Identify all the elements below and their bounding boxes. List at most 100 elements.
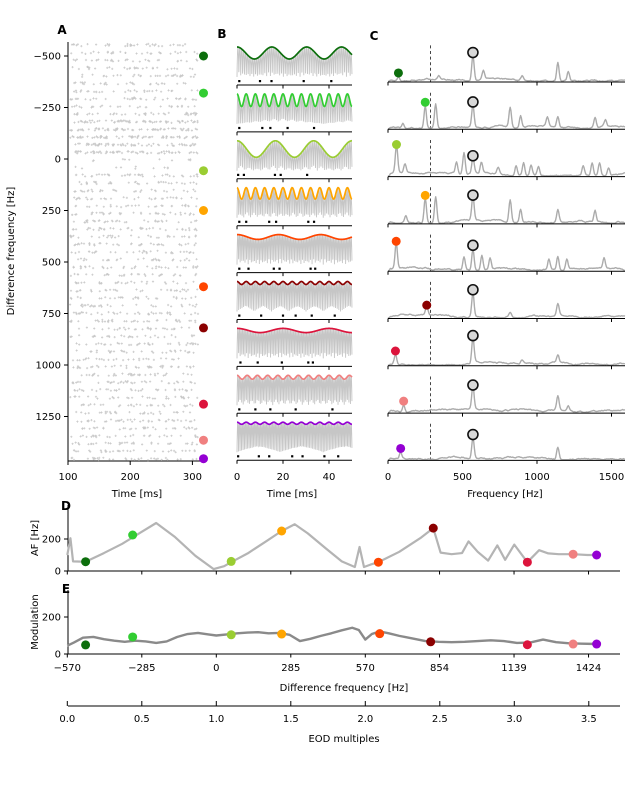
eod-xtick-label: 0.5 xyxy=(134,714,150,725)
eod-xtick-label: 1.0 xyxy=(208,714,224,725)
raster-row xyxy=(69,303,198,308)
am-envelope xyxy=(236,233,353,241)
c-row xyxy=(387,139,625,181)
spectrum-line xyxy=(387,103,626,130)
modulation-condition-dot xyxy=(568,639,578,649)
am-envelope xyxy=(236,186,353,200)
am-envelope xyxy=(236,327,353,334)
panel-e: 0 200 −570 −285 0 285 570 854 1139 1424 Modulation… xyxy=(30,582,620,694)
raster-row xyxy=(70,433,199,439)
df-marker-dot xyxy=(199,435,208,445)
d-ylabel: AF [Hz] xyxy=(30,520,41,556)
c-row xyxy=(387,92,626,133)
eod-xlabel: EOD multiples xyxy=(308,734,379,745)
spike-dot xyxy=(323,455,326,458)
raster-row xyxy=(72,449,196,454)
af-peak-dot xyxy=(391,140,401,150)
spike-dot xyxy=(247,267,250,270)
raster-row xyxy=(77,326,191,331)
raster-dots xyxy=(69,42,200,462)
e-xtick-label: −285 xyxy=(128,663,155,674)
spike-dot xyxy=(273,173,277,176)
af-peak-dot xyxy=(396,443,406,453)
spike-dot xyxy=(268,455,271,458)
raster-row xyxy=(74,142,197,147)
spectrum-line xyxy=(387,436,625,461)
raster-row xyxy=(69,127,199,132)
b-xlabel: Time [ms] xyxy=(266,489,318,500)
af-curve xyxy=(66,521,597,571)
raster-row xyxy=(73,81,187,86)
af-condition-dot xyxy=(522,557,532,567)
b-row xyxy=(236,233,353,277)
spectrum-line xyxy=(387,54,626,83)
raster-row xyxy=(75,341,199,347)
af-condition-dot xyxy=(428,523,438,533)
eod-xtick-label: 0.0 xyxy=(59,714,75,725)
raster-row xyxy=(71,357,180,362)
modulation-condition-dot xyxy=(277,629,287,639)
df-marker-dot xyxy=(199,166,208,176)
c-xtick-label: 0 xyxy=(385,472,391,483)
eod-peak-marker xyxy=(467,96,479,108)
spike-dot xyxy=(272,267,275,270)
eod-peak-marker xyxy=(467,283,479,296)
modulation-condition-dot xyxy=(426,637,436,647)
raster-row xyxy=(78,180,198,186)
spike-dot xyxy=(254,408,257,411)
eod-peak-marker xyxy=(467,189,479,201)
spike-dot xyxy=(275,220,278,223)
df-marker-dot xyxy=(199,454,208,464)
raster-row xyxy=(69,334,196,339)
raster-row xyxy=(73,242,197,247)
modulation-condition-dot xyxy=(81,640,91,650)
raster-row xyxy=(69,234,197,239)
eod-xtick-label: 3.5 xyxy=(581,714,597,725)
panel-label-c: C xyxy=(370,29,379,43)
df-marker-dot xyxy=(199,282,208,292)
spike-dot xyxy=(238,408,241,411)
eod-xtick-label: 2.0 xyxy=(357,714,373,725)
raster-row xyxy=(70,456,198,462)
c-xtick-label: 500 xyxy=(453,472,472,483)
spike-dot xyxy=(337,455,340,458)
carrier-waveform xyxy=(236,93,353,124)
b-row xyxy=(236,327,353,370)
af-condition-dot xyxy=(568,549,578,559)
e-ytick-label: 0 xyxy=(55,650,61,661)
eod-xtick-label: 1.5 xyxy=(283,714,299,725)
e-xtick-label: −570 xyxy=(54,663,81,674)
spike-dot xyxy=(260,314,263,317)
e-ylabel: Modulation xyxy=(30,594,41,650)
spike-dot xyxy=(239,361,242,364)
modulation-condition-dot xyxy=(592,639,602,649)
spike-dot xyxy=(294,408,297,411)
b-row xyxy=(236,186,353,230)
eod-peak-marker xyxy=(467,46,479,59)
eod-peak-marker xyxy=(467,379,479,391)
raster-row xyxy=(74,173,199,178)
df-marker-dot xyxy=(199,323,208,333)
panel-b: B 0 20 40 Time [ms] xyxy=(217,27,353,500)
af-condition-dot xyxy=(81,557,91,567)
c-row xyxy=(387,186,626,228)
raster-row xyxy=(74,280,195,285)
panel-a: 100 200 300 −500 −250 0 250 500 750 1000 1250 Time … xyxy=(6,23,208,500)
raster-row xyxy=(74,203,198,209)
modulation-condition-dot xyxy=(128,632,138,642)
spike-dot xyxy=(314,267,317,270)
carrier-waveform xyxy=(236,139,353,171)
af-peak-dot xyxy=(420,97,430,107)
carrier-waveform xyxy=(236,45,353,78)
b-row xyxy=(236,139,353,183)
b-xtick-label: 40 xyxy=(323,472,336,483)
a-xlabel: Time [ms] xyxy=(111,489,163,500)
carrier-waveform xyxy=(236,420,353,453)
raster-row xyxy=(72,311,200,316)
af-peak-dot xyxy=(422,300,432,310)
raster-row xyxy=(74,165,169,170)
raster-row xyxy=(70,42,187,48)
c-xtick-label: 1000 xyxy=(524,472,549,483)
